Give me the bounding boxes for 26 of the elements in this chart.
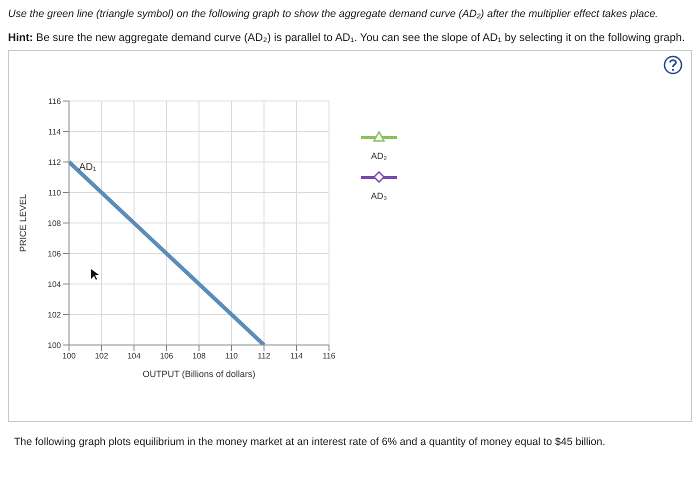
x-axis-title: OUTPUT (Billions of dollars)	[142, 369, 256, 379]
legend-label: AD₂	[370, 151, 388, 161]
x-tick-label: 110	[225, 352, 238, 361]
chart-subtitle: Hint: Be sure the new aggregate demand curve (AD₂) is parallel to AD₁. You can see the slope of AD₁ by selecting it on the following graph.	[8, 32, 686, 44]
y-tick-label: 114	[48, 127, 62, 136]
y-tick-label: 108	[48, 218, 62, 228]
y-tick-label: 104	[48, 280, 62, 289]
legend-label: AD₃	[370, 191, 388, 201]
x-tick-label: 112	[258, 352, 271, 361]
x-tick-label: 114	[290, 352, 304, 361]
series-label: AD₁	[79, 162, 97, 173]
x-tick-label: 102	[94, 352, 109, 361]
y-tick-label: 102	[48, 310, 62, 320]
x-tick-label: 116	[322, 352, 336, 361]
x-tick-label: 104	[127, 352, 142, 361]
x-tick-label: 100	[62, 352, 76, 361]
y-tick-label: 112	[48, 158, 62, 167]
y-tick-label: 116	[48, 96, 62, 106]
text: The following graph plots equilibrium in the money market at an interest rate of 6% and a quantity of money equal to $45 billion.	[14, 436, 606, 448]
y-tick-label: 100	[48, 340, 62, 350]
y-tick-label: 106	[48, 249, 62, 258]
y-tick-label: 110	[48, 188, 62, 198]
x-tick-label: 108	[192, 352, 206, 361]
x-tick-label: 106	[160, 352, 174, 361]
y-axis-title: PRICE LEVEL	[18, 194, 28, 252]
chart-title: Use the green line (triangle symbol) on the following graph to show the aggregate demand curve (AD₂) after the multiplier effect takes place.	[8, 8, 660, 20]
